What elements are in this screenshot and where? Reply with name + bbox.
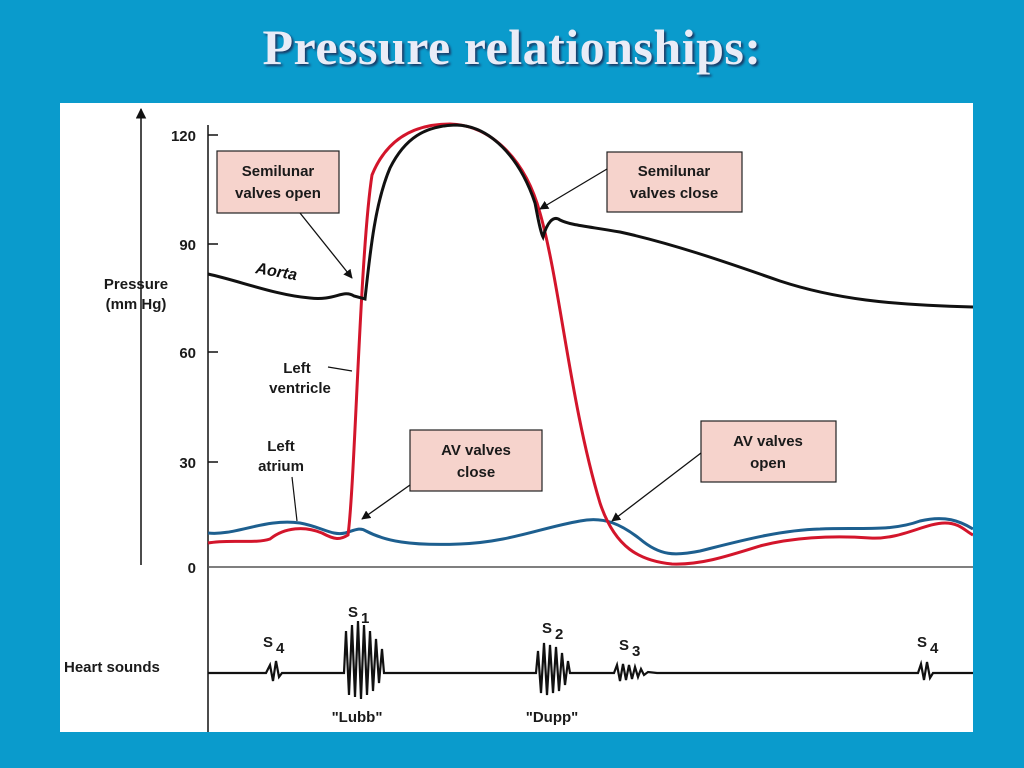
callout-text-line2: close [457,464,495,481]
callout-arrow [361,484,411,520]
sound-letter: S [542,620,552,637]
left-atrium-curve [207,517,974,556]
sound-subscript: 3 [632,643,640,660]
callout-arrow [539,168,608,210]
tick-label-90: 90 [179,237,196,254]
sound-letter: S [263,634,273,651]
callout-av-valves-open: AV valves open [611,420,837,522]
sound-subscript: 4 [930,640,939,657]
left-ventricle-curve [207,122,974,566]
callout-semilunar-valves-open: Semilunar valves open [216,150,353,279]
callout-arrow [611,452,702,522]
pressure-diagram: 120 90 60 30 0 Pressure (mm Hg) Aorta Le… [64,107,974,732]
lubb-label: "Lubb" [332,709,383,726]
aorta-label: Aorta [253,260,298,284]
callout-arrow [299,212,353,279]
sound-subscript: 1 [361,610,369,627]
sound-subscript: 2 [555,626,563,643]
dupp-label: "Dupp" [526,709,579,726]
callout-text-line2: valves open [235,185,321,202]
sound-letter: S [619,637,629,654]
y-axis-unit: (mm Hg) [106,296,167,313]
heart-sound-trace [208,620,973,700]
sound-letter: S [917,634,927,651]
s1-label: S 1 [348,604,369,627]
left-atrium-leader [291,476,298,522]
left-ventricle-label-line2: ventricle [269,380,331,397]
tick-label-120: 120 [171,128,196,145]
callout-text-line1: AV valves [733,433,803,450]
y-axis-label: Pressure [104,276,168,293]
callout-text-line2: valves close [630,185,718,202]
callout-semilunar-valves-close: Semilunar valves close [539,151,743,213]
sound-subscript: 4 [276,640,285,657]
heart-sounds-label: Heart sounds [64,659,160,676]
callout-av-valves-close: AV valves close [361,429,543,520]
callout-text-line2: open [750,455,786,472]
left-ventricle-label-line1: Left [283,360,311,377]
tick-label-30: 30 [179,455,196,472]
aorta-curve [207,123,974,309]
tick-label-60: 60 [179,345,196,362]
callout-text-line1: Semilunar [242,163,315,180]
s2-label: S 2 [542,620,563,643]
callout-text-line1: Semilunar [638,163,711,180]
sound-letter: S [348,604,358,621]
left-atrium-label-line1: Left [267,438,295,455]
s4-last-label: S 4 [917,634,939,657]
left-atrium-label-line2: atrium [258,458,304,475]
slide-title: Pressure relationships: [262,19,762,75]
diagram-panel: 120 90 60 30 0 Pressure (mm Hg) Aorta Le… [60,103,974,732]
callout-text-line1: AV valves [441,442,511,459]
left-ventricle-leader [327,366,353,372]
s3-label: S 3 [619,637,640,660]
tick-label-0: 0 [188,560,196,577]
s4-first-label: S 4 [263,634,285,657]
